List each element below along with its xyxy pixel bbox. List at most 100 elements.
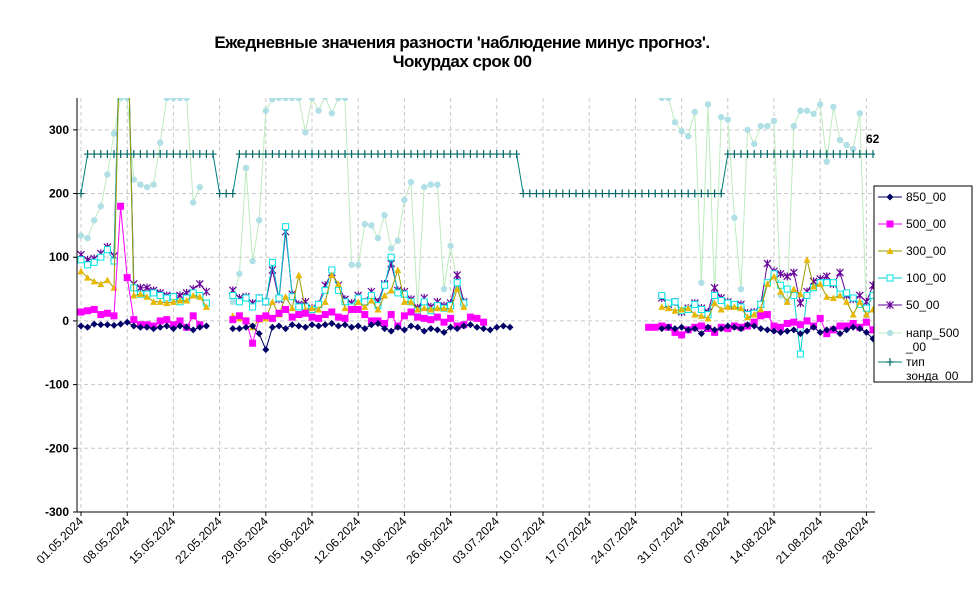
data-point — [447, 305, 455, 313]
data-point — [388, 245, 395, 252]
data-point — [183, 323, 191, 331]
data-point — [275, 150, 283, 159]
data-point — [493, 150, 501, 159]
data-point — [90, 305, 98, 313]
data-point — [190, 199, 197, 206]
legend-swatch-marker — [886, 358, 894, 366]
data-point — [777, 323, 785, 331]
data-point — [790, 150, 798, 159]
data-point — [77, 267, 85, 275]
data-point — [440, 304, 448, 312]
data-point — [235, 150, 243, 159]
data-point — [334, 322, 342, 330]
data-point — [658, 291, 666, 299]
data-point — [117, 150, 125, 159]
y-tick-label: -300 — [45, 505, 69, 519]
data-point — [90, 150, 98, 159]
data-point — [295, 98, 302, 102]
data-point — [367, 321, 375, 329]
data-point — [763, 311, 771, 319]
data-point — [420, 298, 428, 306]
data-point — [764, 122, 771, 130]
data-point — [823, 330, 831, 338]
data-point — [909, 150, 916, 158]
data-point — [631, 189, 639, 198]
series-тип зонда_00 — [77, 150, 956, 198]
x-tick-label: 21.08.2024 — [773, 514, 826, 567]
x-tick-label: 08.05.2024 — [80, 514, 133, 567]
data-point — [750, 322, 758, 330]
data-point — [394, 266, 402, 273]
data-point — [335, 98, 342, 102]
data-point — [552, 189, 560, 198]
data-point — [341, 321, 349, 329]
y-tick-label: -200 — [45, 441, 69, 455]
data-point — [183, 297, 191, 304]
data-point — [803, 150, 811, 159]
data-point — [678, 127, 685, 135]
legend-swatch-marker — [886, 329, 894, 337]
data-point — [796, 330, 804, 338]
data-point — [123, 150, 131, 159]
data-point — [334, 280, 342, 287]
data-point — [124, 98, 131, 102]
data-point — [618, 189, 626, 198]
data-point — [387, 286, 395, 294]
data-point — [836, 136, 844, 144]
data-point — [427, 325, 435, 333]
data-point — [90, 320, 98, 328]
data-point — [334, 313, 342, 321]
data-point — [156, 291, 164, 299]
data-point — [783, 285, 791, 293]
x-tick-label: 07.08.2024 — [681, 514, 734, 567]
x-tick-label: 29.05.2024 — [219, 514, 272, 567]
legend-swatch-marker — [886, 193, 894, 201]
data-point — [308, 313, 316, 321]
data-point — [466, 150, 474, 159]
data-point — [783, 319, 791, 327]
series-850_00 — [77, 318, 875, 354]
plot-area — [77, 98, 875, 512]
data-point — [506, 323, 514, 331]
data-point — [949, 150, 956, 158]
data-point — [288, 304, 296, 312]
data-point — [209, 150, 217, 159]
data-point — [790, 326, 798, 334]
data-point — [645, 189, 653, 198]
data-point — [810, 283, 818, 290]
data-point — [242, 150, 250, 159]
data-point — [91, 217, 98, 224]
data-point — [341, 150, 349, 159]
data-point — [480, 318, 488, 326]
data-point — [757, 305, 765, 313]
data-point — [585, 189, 593, 198]
data-point — [420, 327, 428, 335]
data-point — [710, 283, 719, 292]
data-point — [862, 150, 870, 159]
data-point — [136, 150, 144, 159]
data-point — [97, 150, 105, 159]
data-point — [97, 253, 105, 261]
data-point — [737, 150, 745, 159]
data-point — [163, 299, 171, 307]
data-point — [110, 257, 118, 265]
data-point — [697, 322, 705, 330]
data-point — [671, 328, 679, 336]
data-point — [460, 303, 468, 310]
data-point — [137, 181, 144, 188]
legend: 850_00 500_00 300_00 100_00 50_00 напр_500 _00… — [873, 185, 973, 383]
data-point — [282, 305, 290, 313]
legend-label: 500_00 — [906, 217, 946, 231]
data-point — [711, 291, 719, 299]
data-point — [816, 314, 824, 322]
data-point — [664, 189, 672, 198]
data-point — [328, 110, 335, 117]
data-point — [196, 293, 204, 300]
data-point — [143, 283, 151, 292]
data-point — [328, 150, 336, 159]
data-point — [598, 189, 606, 198]
data-point — [77, 189, 85, 198]
data-point — [400, 312, 408, 320]
legend-swatch-marker — [886, 220, 894, 228]
data-point — [282, 150, 290, 159]
